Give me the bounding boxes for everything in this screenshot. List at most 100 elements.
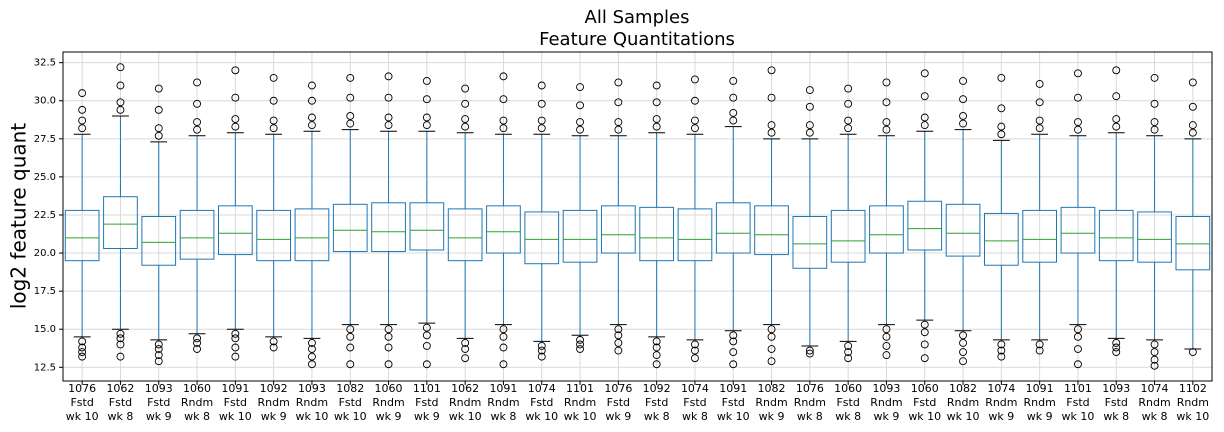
outlier — [882, 125, 891, 134]
outlier — [154, 131, 163, 140]
outlier — [882, 332, 891, 341]
x-tick-label: 1074 — [987, 382, 1015, 395]
outlier — [959, 119, 967, 128]
box — [715, 202, 751, 254]
outlier — [116, 81, 125, 90]
outlier — [499, 72, 508, 81]
outlier — [346, 112, 355, 120]
outlier — [997, 122, 1006, 131]
x-tick-label: 1076 — [796, 382, 824, 395]
x-tick-label: wk 8 — [491, 410, 517, 423]
outlier — [614, 78, 623, 87]
x-tick-label: wk 9 — [1027, 410, 1053, 423]
outlier — [422, 342, 431, 350]
outlier — [461, 84, 470, 93]
box — [907, 200, 943, 251]
outlier — [920, 92, 929, 101]
outlier — [116, 340, 125, 349]
outlier — [691, 354, 699, 363]
outlier — [576, 335, 584, 344]
outlier — [308, 360, 316, 369]
x-tick-label: 1092 — [643, 382, 671, 395]
outlier — [193, 338, 202, 347]
outlier — [1112, 122, 1121, 131]
outlier — [1112, 115, 1121, 123]
outlier — [1035, 116, 1044, 125]
x-tick-label: 1091 — [221, 382, 249, 395]
x-tick-label: 1082 — [949, 382, 977, 395]
outlier — [805, 121, 814, 130]
outlier — [346, 93, 355, 102]
outlier — [461, 115, 470, 123]
outlier — [1073, 325, 1082, 334]
x-tick-label: wk 10 — [717, 410, 750, 423]
box — [332, 203, 368, 253]
outlier — [269, 343, 278, 352]
box — [294, 208, 330, 262]
outlier — [384, 360, 393, 369]
outlier — [461, 338, 470, 347]
outlier — [1073, 118, 1082, 127]
outlier — [997, 104, 1006, 113]
y-tick-label: 20.0 — [34, 248, 56, 259]
outlier — [959, 348, 967, 357]
outlier — [576, 101, 584, 110]
outlier — [422, 76, 431, 85]
outlier — [537, 346, 546, 355]
outlier — [1073, 360, 1082, 369]
x-tick-label: 1062 — [451, 382, 479, 395]
outlier — [767, 128, 776, 137]
x-tick-label: wk 8 — [184, 410, 210, 423]
outlier — [537, 99, 546, 108]
outlier — [767, 93, 776, 102]
outlier — [193, 118, 202, 127]
box — [256, 209, 292, 262]
x-tick-label: Rndm — [755, 396, 787, 409]
y-tick-label: 32.5 — [34, 58, 56, 69]
outlier — [154, 345, 163, 353]
x-tick-label: 1060 — [911, 382, 939, 395]
outlier — [422, 95, 431, 104]
outlier — [844, 342, 853, 350]
outlier — [882, 118, 891, 127]
box — [830, 209, 866, 263]
x-tick-label: Rndm — [1138, 396, 1170, 409]
x-tick-label: Fstd — [1066, 396, 1089, 409]
outlier — [805, 346, 814, 355]
x-tick-label: wk 9 — [146, 410, 172, 423]
outlier — [1073, 345, 1082, 353]
outlier — [652, 343, 661, 352]
x-tick-label: 1076 — [604, 382, 632, 395]
x-tick-label: wk 9 — [605, 410, 631, 423]
y-tick-label: 22.5 — [34, 210, 56, 221]
outlier — [537, 81, 546, 90]
outlier — [997, 352, 1006, 361]
x-tick-label: wk 8 — [797, 410, 823, 423]
outlier — [920, 69, 929, 78]
outlier — [269, 116, 278, 125]
box — [562, 209, 598, 263]
outlier — [959, 357, 967, 366]
outlier — [652, 351, 661, 360]
outlier — [729, 360, 738, 369]
outlier — [308, 338, 316, 347]
outlier — [384, 343, 393, 352]
x-tick-label: 1093 — [145, 382, 173, 395]
outlier — [882, 342, 891, 350]
outlier — [116, 352, 125, 361]
outlier — [652, 122, 661, 131]
box — [792, 216, 828, 269]
outlier — [920, 354, 929, 363]
outlier — [384, 72, 393, 81]
x-tick-label: Rndm — [1023, 396, 1055, 409]
x-tick-label: wk 9 — [759, 410, 785, 423]
outlier — [844, 99, 853, 108]
x-tick-label: 1101 — [1064, 382, 1092, 395]
outlier — [805, 349, 814, 358]
x-tick-label: wk 10 — [449, 410, 482, 423]
x-tick-label: 1093 — [1102, 382, 1130, 395]
x-tick-label: wk 9 — [874, 410, 900, 423]
x-tick-label: Rndm — [870, 396, 902, 409]
x-tick-label: wk 10 — [219, 410, 252, 423]
outlier — [1150, 348, 1159, 357]
